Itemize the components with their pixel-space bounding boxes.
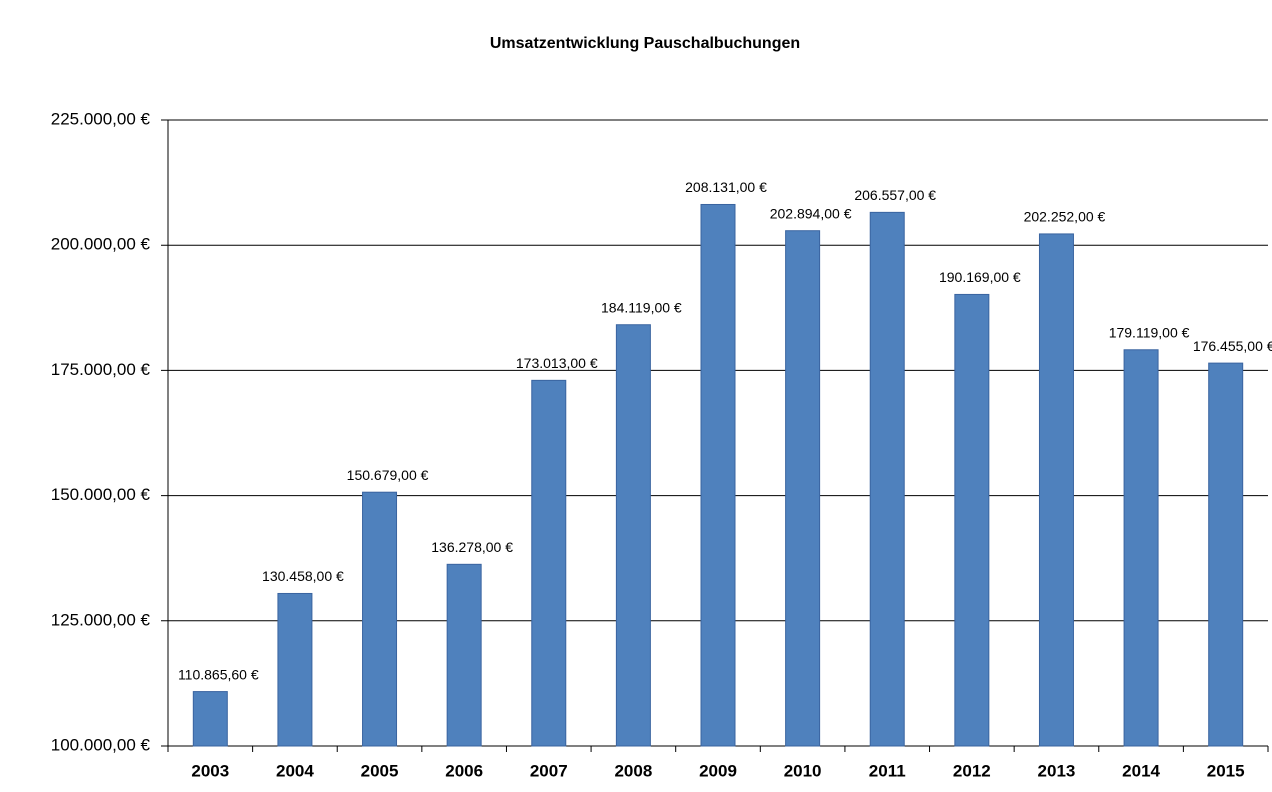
bar <box>1038 233 1074 747</box>
y-tick-label: 100.000,00 € <box>51 735 151 754</box>
bar <box>1123 349 1159 747</box>
x-tick-label: 2015 <box>1207 761 1245 780</box>
value-label: 179.119,00 € <box>1109 324 1190 340</box>
bar <box>869 211 905 747</box>
value-label: 206.557,00 € <box>854 187 936 203</box>
x-tick-label: 2008 <box>614 761 652 780</box>
bar <box>1208 362 1244 747</box>
value-label: 130.458,00 € <box>262 568 344 584</box>
x-tick-label: 2006 <box>445 761 483 780</box>
x-tick-label: 2014 <box>1122 761 1160 780</box>
value-label: 208.131,00 € <box>685 179 767 195</box>
bar <box>700 203 736 747</box>
value-label: 202.252,00 € <box>1024 209 1106 225</box>
value-label: 150.679,00 € <box>347 467 429 483</box>
value-label: 190.169,00 € <box>939 269 1021 285</box>
value-label: 110.865,60 € <box>178 666 259 682</box>
value-label: 202.894,00 € <box>770 205 852 221</box>
bar <box>954 293 990 747</box>
x-tick-label: 2004 <box>276 761 314 780</box>
x-tick-label: 2003 <box>191 761 229 780</box>
x-tick-label: 2005 <box>361 761 399 780</box>
bar <box>362 491 398 747</box>
value-label: 136.278,00 € <box>431 539 513 555</box>
y-tick-label: 150.000,00 € <box>51 485 151 504</box>
value-label: 176.455,00 € <box>1193 338 1272 354</box>
bar <box>615 324 651 747</box>
x-tick-label: 2013 <box>1038 761 1076 780</box>
bar <box>446 563 482 747</box>
x-tick-label: 2010 <box>784 761 822 780</box>
bar <box>192 691 228 747</box>
y-tick-label: 125.000,00 € <box>51 610 151 629</box>
y-tick-label: 200.000,00 € <box>51 235 151 254</box>
y-tick-label: 225.000,00 € <box>51 109 151 128</box>
bar <box>785 230 821 747</box>
bar <box>277 592 313 747</box>
x-tick-label: 2011 <box>869 761 906 780</box>
x-tick-label: 2007 <box>530 761 568 780</box>
x-tick-label: 2009 <box>699 761 737 780</box>
value-label: 173.013,00 € <box>516 355 598 371</box>
chart-title: Umsatzentwicklung Pauschalbuchungen <box>490 35 800 52</box>
y-tick-label: 175.000,00 € <box>51 360 151 379</box>
bar <box>531 379 567 747</box>
x-tick-label: 2012 <box>953 761 991 780</box>
value-label: 184.119,00 € <box>601 299 682 315</box>
